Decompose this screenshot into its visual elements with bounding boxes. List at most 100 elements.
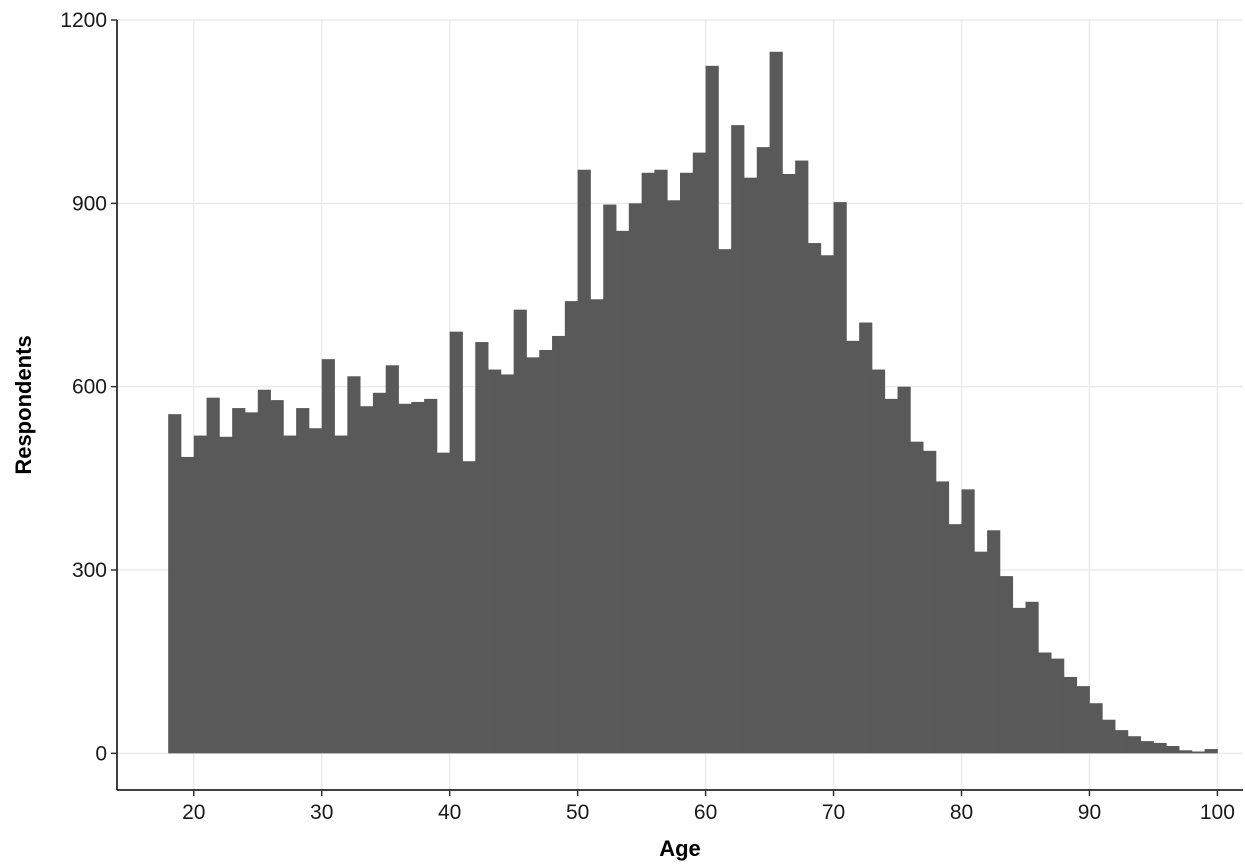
- bar-age-74: [884, 398, 898, 754]
- y-tick-label-300: 300: [72, 559, 107, 582]
- bar-age-65: [769, 51, 783, 754]
- bar-age-96: [1166, 746, 1180, 754]
- bar-age-90: [1089, 703, 1103, 754]
- bar-age-62: [731, 125, 745, 754]
- bar-age-63: [743, 177, 758, 754]
- bar-age-55: [641, 172, 655, 754]
- x-tick-label-70: 70: [822, 801, 845, 824]
- bar-age-41: [462, 461, 476, 754]
- bar-age-82: [987, 530, 1001, 754]
- y-tick-label-0: 0: [95, 742, 107, 765]
- bar-age-25: [257, 389, 271, 754]
- bar-age-98: [1191, 751, 1206, 754]
- bar-age-57: [667, 200, 681, 754]
- bar-age-29: [308, 428, 323, 754]
- bar-age-64: [756, 147, 770, 754]
- axis-ticks: 20 30 40 50 60 70 80 90 100 0 300 600 900 1200: [60, 9, 1235, 824]
- bar-age-73: [871, 369, 886, 754]
- bar-age-54: [628, 203, 643, 754]
- bar-age-51: [590, 299, 604, 754]
- bar-age-31: [334, 435, 348, 754]
- x-tick-label-30: 30: [310, 801, 333, 824]
- bar-age-34: [372, 392, 387, 754]
- bar-age-52: [603, 204, 617, 754]
- bar-age-92: [1115, 730, 1129, 754]
- bar-age-46: [526, 357, 540, 754]
- bar-age-80: [961, 489, 975, 754]
- bar-age-32: [347, 376, 361, 754]
- bar-age-24: [244, 412, 259, 754]
- bar-age-67: [795, 160, 809, 754]
- bar-age-93: [1127, 736, 1142, 754]
- bar-age-77: [923, 450, 937, 754]
- bar-age-50: [577, 169, 591, 754]
- bar-age-35: [385, 365, 399, 754]
- bar-age-43: [488, 369, 502, 754]
- bar-age-23: [232, 408, 246, 754]
- bar-age-40: [449, 331, 463, 754]
- bar-age-59: [692, 152, 706, 754]
- bar-age-49: [564, 301, 579, 754]
- bar-age-36: [398, 403, 412, 754]
- bar-age-87: [1051, 658, 1065, 754]
- bar-age-45: [513, 309, 527, 754]
- bar-age-66: [782, 174, 796, 754]
- bar-age-22: [219, 436, 233, 754]
- bar-age-94: [1140, 741, 1154, 754]
- bar-age-48: [552, 335, 566, 754]
- x-axis-title: Age: [659, 836, 701, 861]
- bar-age-47: [539, 350, 553, 754]
- bar-age-79: [948, 524, 962, 754]
- bar-age-69: [820, 255, 834, 754]
- histogram-bars: [168, 51, 1218, 754]
- x-tick-label-100: 100: [1200, 801, 1235, 824]
- bar-age-70: [833, 202, 847, 754]
- bar-age-38: [424, 398, 438, 754]
- bar-age-76: [910, 441, 924, 754]
- bar-age-56: [654, 169, 668, 754]
- bar-age-21: [206, 397, 220, 754]
- bar-age-97: [1179, 750, 1193, 754]
- x-tick-label-50: 50: [566, 801, 589, 824]
- bar-age-99: [1204, 749, 1218, 754]
- bar-age-89: [1076, 686, 1090, 754]
- bar-age-18: [168, 414, 182, 754]
- bar-age-71: [846, 340, 860, 754]
- x-tick-label-40: 40: [438, 801, 461, 824]
- bar-age-26: [270, 400, 284, 754]
- bar-age-88: [1063, 676, 1078, 754]
- bar-age-61: [718, 249, 732, 754]
- bar-age-53: [616, 230, 630, 754]
- bar-age-75: [897, 386, 911, 754]
- bar-age-20: [193, 435, 207, 754]
- bar-age-39: [436, 452, 451, 754]
- bar-age-68: [807, 243, 822, 754]
- x-tick-label-60: 60: [694, 801, 717, 824]
- x-tick-label-20: 20: [182, 801, 205, 824]
- y-axis-title: Respondents: [11, 335, 36, 474]
- x-tick-label-80: 80: [950, 801, 973, 824]
- bar-age-37: [411, 401, 425, 754]
- bar-age-42: [475, 342, 489, 754]
- bar-age-83: [999, 576, 1014, 754]
- y-tick-label-900: 900: [72, 192, 107, 215]
- bar-age-44: [500, 374, 515, 754]
- bar-age-60: [705, 65, 719, 754]
- bar-age-28: [296, 408, 310, 754]
- bar-age-95: [1153, 742, 1167, 754]
- bar-age-27: [283, 435, 297, 754]
- bar-age-78: [935, 481, 950, 754]
- bar-age-81: [974, 551, 988, 754]
- bar-age-91: [1102, 719, 1116, 754]
- bar-age-85: [1025, 601, 1039, 754]
- bar-age-33: [360, 406, 374, 754]
- bar-age-30: [321, 359, 335, 754]
- y-tick-label-600: 600: [72, 376, 107, 399]
- bar-age-19: [180, 456, 195, 754]
- x-tick-label-90: 90: [1078, 801, 1101, 824]
- bar-age-86: [1038, 652, 1052, 754]
- bar-age-84: [1012, 607, 1026, 754]
- bar-age-58: [680, 172, 694, 754]
- y-tick-label-1200: 1200: [60, 9, 107, 32]
